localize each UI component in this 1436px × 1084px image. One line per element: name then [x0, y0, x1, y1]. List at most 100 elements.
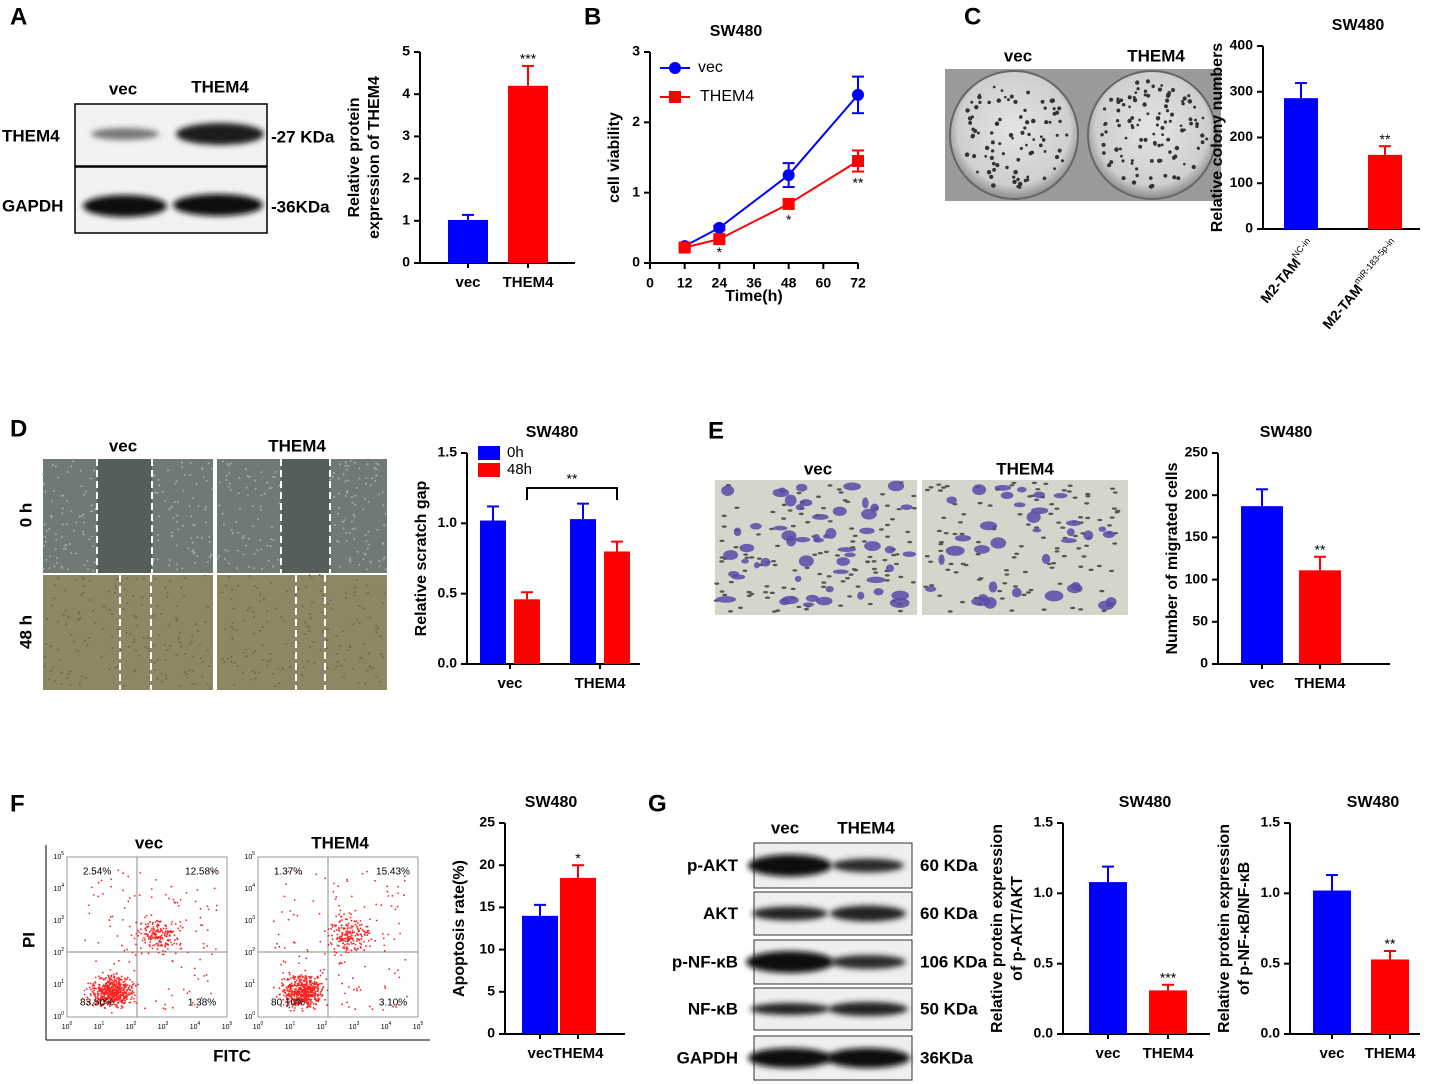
cell — [1098, 526, 1107, 532]
significance: * — [786, 212, 792, 228]
colony — [1040, 99, 1045, 104]
cell — [365, 540, 368, 543]
event — [110, 974, 113, 977]
cell — [795, 483, 808, 492]
pore — [961, 513, 967, 516]
event — [316, 999, 319, 1002]
event — [158, 939, 161, 942]
pore — [1057, 582, 1063, 585]
event — [280, 963, 282, 966]
size-label: 60 KDa — [920, 856, 978, 875]
cell — [203, 621, 206, 624]
scratch-photo — [217, 575, 387, 690]
cell — [349, 460, 352, 463]
event — [344, 927, 346, 930]
colony — [1152, 141, 1157, 145]
cell — [242, 619, 245, 622]
tick-base: 10 — [244, 854, 252, 861]
event — [123, 985, 126, 988]
cell — [53, 680, 56, 683]
cell — [157, 539, 160, 542]
cell — [219, 481, 222, 484]
pore — [963, 563, 969, 567]
cell — [62, 547, 65, 550]
pore — [1018, 545, 1024, 548]
event — [149, 945, 151, 948]
event — [91, 985, 94, 987]
event — [305, 957, 308, 960]
event — [321, 988, 324, 991]
cell — [79, 469, 82, 472]
colony — [1157, 87, 1162, 92]
cell — [244, 468, 247, 471]
event — [179, 925, 182, 928]
legend-marker — [669, 91, 681, 103]
event — [129, 998, 132, 1001]
cell — [230, 655, 233, 658]
cell — [227, 485, 230, 488]
pore — [821, 585, 827, 588]
cell — [382, 504, 385, 507]
colony — [977, 94, 982, 100]
event — [314, 985, 317, 988]
colony — [998, 117, 1002, 122]
flow-tick-label: 101 — [244, 979, 255, 989]
event — [366, 934, 369, 937]
event — [358, 938, 361, 941]
colony — [1138, 118, 1141, 122]
event — [148, 943, 151, 946]
event — [172, 930, 175, 933]
event — [103, 993, 105, 996]
event — [148, 936, 151, 939]
cell — [60, 494, 63, 497]
event — [307, 987, 310, 990]
colony — [974, 105, 979, 110]
event — [289, 988, 292, 991]
event — [120, 1007, 123, 1010]
event — [179, 947, 182, 950]
event — [200, 924, 202, 926]
colony — [1127, 95, 1132, 100]
event — [102, 1003, 104, 1006]
cell — [887, 480, 905, 492]
cell — [193, 551, 196, 554]
lane-label: vec — [1004, 46, 1032, 65]
event — [207, 908, 210, 911]
cell — [305, 585, 308, 588]
cell — [175, 619, 178, 622]
event — [161, 953, 164, 956]
event — [383, 944, 386, 947]
blot-band — [173, 194, 263, 216]
cell — [383, 591, 386, 594]
event — [126, 948, 128, 951]
cell — [156, 492, 159, 495]
cell — [836, 557, 850, 566]
pore — [896, 507, 902, 511]
event — [120, 983, 122, 985]
colony — [1166, 137, 1171, 142]
event — [312, 900, 315, 902]
event — [335, 929, 338, 931]
cell — [157, 515, 160, 518]
event — [342, 928, 345, 930]
event — [133, 894, 136, 897]
colony — [1148, 176, 1153, 180]
cell — [83, 521, 86, 524]
colony — [1155, 116, 1161, 121]
colony — [1187, 99, 1193, 104]
event — [99, 977, 102, 979]
y-tick-label: 50 — [1192, 613, 1208, 629]
colony — [1020, 130, 1025, 135]
time-label: 48 h — [16, 615, 35, 649]
event — [354, 1008, 357, 1011]
cell — [326, 647, 329, 650]
event — [143, 933, 146, 935]
cell — [236, 629, 239, 632]
event — [170, 885, 173, 888]
bar — [570, 519, 596, 664]
cell — [377, 493, 380, 496]
tick-exponent: 5 — [61, 851, 64, 857]
colony — [1006, 98, 1010, 102]
cell — [716, 596, 737, 603]
cell — [230, 625, 233, 628]
